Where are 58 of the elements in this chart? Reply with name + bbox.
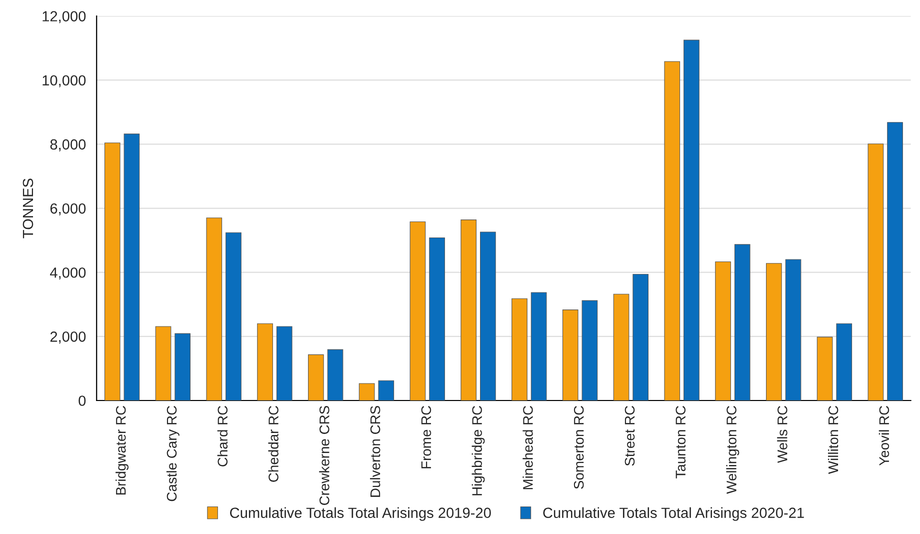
bar (308, 354, 324, 400)
bar (276, 326, 292, 400)
y-tick-label: 2,000 (50, 332, 86, 344)
legend-label: Cumulative Totals Total Arisings 2020-21 (543, 507, 804, 521)
bar (358, 383, 375, 400)
x-tick-label: Chard RC (217, 406, 228, 466)
bar (480, 232, 496, 400)
bar (410, 221, 426, 400)
x-tick-label: Williton RC (828, 406, 838, 474)
y-tick-label: 6,000 (50, 203, 86, 216)
bar (378, 380, 394, 400)
x-tick-label: Cheddar RC (268, 406, 278, 482)
x-tick-label: Wellington RC (726, 406, 740, 494)
bar (664, 61, 680, 400)
y-tick-label: 10,000 (42, 75, 86, 88)
bar (785, 259, 802, 400)
y-tick-label: 8,000 (50, 139, 86, 152)
x-tick-label: Minehead RC (522, 406, 533, 490)
x-tick-label: Frome RC (421, 406, 432, 468)
y-tick-label: 12,000 (42, 11, 86, 24)
bar (257, 323, 273, 400)
bar (715, 261, 731, 400)
bar (582, 300, 598, 400)
x-tick-label: Crewkerne CRS (319, 406, 330, 505)
bar (530, 292, 547, 400)
bar (887, 122, 903, 400)
bar (226, 232, 242, 400)
bar (836, 323, 852, 400)
x-tick-label: Highbridge RC (472, 406, 485, 496)
y-tick-label: 4,000 (50, 267, 86, 280)
bar (104, 142, 120, 400)
x-tick-label: Yeovil RC (878, 406, 890, 466)
bar (632, 274, 648, 400)
bar (512, 298, 528, 400)
x-tick-label: Taunton RC (676, 406, 686, 478)
y-axis-title: TONNES (22, 178, 34, 238)
bar (155, 326, 172, 400)
bar (562, 310, 578, 400)
x-tick-label: Street RC (624, 406, 635, 466)
bar (174, 333, 191, 400)
bar (766, 263, 782, 400)
bar (327, 349, 344, 400)
bar (429, 237, 445, 400)
bar (124, 134, 140, 400)
x-tick-label: Castle Cary RC (166, 406, 180, 502)
x-tick-label: Bridgwater RC (116, 406, 129, 495)
bar (868, 144, 884, 400)
bar (816, 336, 833, 400)
y-tick-label: 0 (78, 396, 86, 406)
x-tick-label: Somerton RC (574, 406, 584, 489)
bar (460, 220, 476, 400)
bar (684, 40, 700, 400)
bar (206, 218, 222, 400)
legend-label: Cumulative Totals Total Arisings 2019-20 (230, 507, 491, 521)
bar (613, 294, 630, 400)
x-tick-label: Dulverton CRS (370, 406, 380, 497)
x-tick-label: Wells RC (777, 406, 788, 463)
bar (734, 244, 750, 400)
